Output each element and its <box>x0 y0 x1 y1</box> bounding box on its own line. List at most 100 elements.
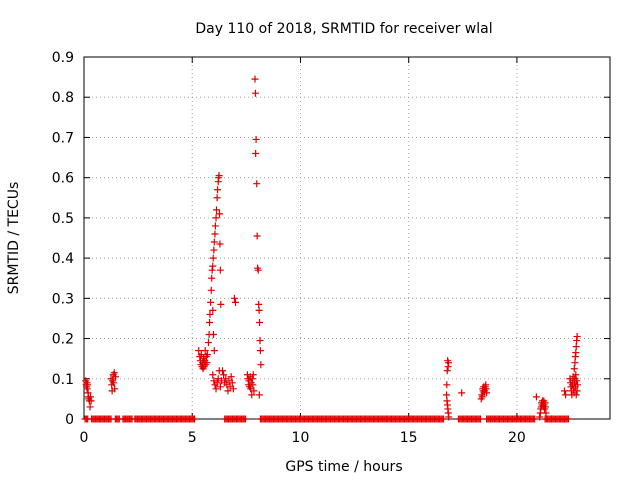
data-point <box>227 373 235 381</box>
data-point <box>443 381 451 389</box>
data-point <box>458 389 466 397</box>
data-point <box>561 387 569 395</box>
data-point <box>210 246 218 254</box>
data-point <box>195 347 203 355</box>
data-point <box>574 381 582 389</box>
data-point <box>229 385 237 393</box>
data-point <box>87 397 95 405</box>
data-point <box>256 318 264 326</box>
data-point <box>256 347 264 355</box>
data-point <box>219 367 227 375</box>
y-tick-label: 0.1 <box>52 372 74 388</box>
data-point <box>248 375 256 383</box>
x-tick-label: 20 <box>508 430 526 446</box>
data-point <box>443 391 451 399</box>
data-point <box>84 381 92 389</box>
data-point <box>191 415 199 423</box>
data-point <box>208 274 216 282</box>
y-tick-label: 0.5 <box>52 211 74 227</box>
data-point <box>572 371 580 379</box>
data-point <box>216 210 224 218</box>
data-point <box>571 359 579 367</box>
data-point <box>477 415 485 423</box>
x-tick-label: 0 <box>80 430 89 446</box>
data-point <box>248 391 256 399</box>
data-point <box>478 393 486 401</box>
data-point <box>541 403 549 411</box>
data-point <box>209 254 217 262</box>
data-point <box>213 379 221 387</box>
data-point <box>207 286 215 294</box>
y-axis-label: SRMTID / TECUs <box>6 182 22 295</box>
data-point <box>110 369 118 377</box>
data-point <box>445 413 453 421</box>
plot-frame <box>83 56 611 420</box>
data-point <box>216 383 224 391</box>
data-point <box>252 150 260 158</box>
data-point <box>255 391 263 399</box>
data-point <box>111 373 119 381</box>
y-tick-label: 0.3 <box>52 291 74 307</box>
data-point <box>573 333 581 341</box>
data-point <box>542 409 550 417</box>
y-tick-label: 0 <box>65 412 74 428</box>
axis-ticks: 0 0.1 0.2 0.3 0.4 0.5 0.6 0.7 0.8 0.9 0 5 10 15 20 <box>52 50 610 446</box>
y-tick-label: 0.8 <box>52 90 74 106</box>
data-point <box>573 377 581 385</box>
data-point <box>251 75 259 83</box>
data-point <box>252 135 260 143</box>
data-point <box>570 365 578 373</box>
data-point <box>208 266 216 274</box>
data-point <box>212 214 220 222</box>
data-point <box>536 413 544 421</box>
data-point <box>207 298 215 306</box>
data-point <box>250 387 258 395</box>
data-point <box>241 415 249 423</box>
data-point <box>253 180 261 188</box>
chart-title: Day 110 of 2018, SRMTID for receiver wla… <box>195 21 492 37</box>
data-point <box>215 172 223 180</box>
data-point <box>217 300 225 308</box>
data-point <box>211 222 219 230</box>
data-point <box>255 306 263 314</box>
data-point <box>249 371 257 379</box>
y-tick-label: 0.2 <box>52 332 74 348</box>
grid <box>84 57 610 419</box>
data-point <box>216 240 224 248</box>
x-axis-label: GPS time / hours <box>285 459 402 475</box>
data-point <box>440 415 448 423</box>
data-point <box>212 206 220 214</box>
y-tick-label: 0.9 <box>52 50 74 66</box>
data-point <box>209 371 217 379</box>
data-point <box>203 359 211 367</box>
data-point <box>201 347 209 355</box>
y-tick-label: 0.6 <box>52 171 74 187</box>
data-point <box>210 347 218 355</box>
data-point <box>224 387 232 395</box>
data-point <box>257 361 265 369</box>
data-point <box>220 371 228 379</box>
data-points <box>81 75 582 423</box>
data-point <box>228 379 236 387</box>
data-point <box>86 393 94 401</box>
data-point <box>111 385 119 393</box>
y-tick-label: 0.4 <box>52 251 74 267</box>
data-point <box>209 262 217 270</box>
x-tick-label: 5 <box>188 430 197 446</box>
data-point <box>203 351 211 359</box>
data-point <box>572 343 580 351</box>
data-point <box>254 266 262 274</box>
data-point <box>86 403 94 411</box>
data-point <box>206 310 214 318</box>
data-point <box>572 391 580 399</box>
y-tick-label: 0.7 <box>52 130 74 146</box>
data-point <box>256 337 264 345</box>
data-point <box>210 238 218 246</box>
data-point <box>564 415 572 423</box>
data-point <box>572 349 580 357</box>
x-tick-label: 10 <box>292 430 310 446</box>
data-point <box>211 230 219 238</box>
data-point <box>209 331 217 339</box>
data-point <box>206 318 214 326</box>
